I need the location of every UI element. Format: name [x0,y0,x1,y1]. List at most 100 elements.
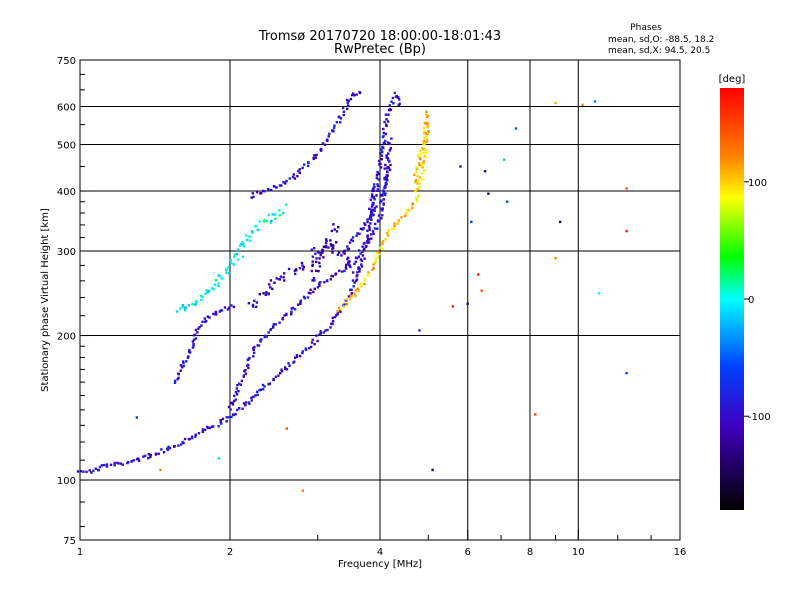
data-point [380,158,383,161]
data-point [242,243,245,246]
data-point [285,179,288,183]
data-point [419,149,422,153]
data-point [187,355,190,358]
data-point [260,338,263,341]
data-point [380,199,383,202]
outlier-point [625,229,628,233]
data-point [375,252,378,255]
data-point [368,228,371,231]
data-point [201,295,204,299]
data-point [290,313,293,316]
data-point [353,281,356,284]
data-point [336,253,339,256]
outlier-point [597,292,601,295]
data-point [426,132,429,136]
data-point [179,369,182,372]
data-point [213,313,216,316]
data-point [393,91,397,95]
data-point [351,271,355,274]
data-point [309,288,312,291]
data-point [350,288,353,291]
data-point [201,320,204,323]
data-point [232,305,236,309]
data-point [388,160,391,163]
data-point [82,470,85,473]
data-point [154,453,158,456]
data-point [344,301,347,304]
data-point [281,318,284,321]
data-point [357,255,361,258]
data-point [298,267,302,270]
data-point [336,312,339,315]
data-point [383,167,386,170]
data-point [205,289,208,292]
data-point [182,361,185,365]
data-point [262,220,266,223]
data-point [313,154,316,157]
data-point [313,343,316,346]
data-point [233,253,236,256]
data-point [316,339,319,343]
data-point [371,230,375,233]
y-tick-label: 400 [57,187,76,198]
data-point [356,274,359,277]
data-point [334,272,338,275]
data-point [206,291,209,294]
data-point [368,207,371,210]
colorbar-label: [deg] [719,74,746,85]
data-point [255,190,259,194]
data-point [255,305,258,308]
data-point [388,104,391,107]
data-point [166,448,170,451]
data-point [369,215,372,219]
data-point [386,234,390,237]
data-point [184,306,187,309]
data-point [405,211,408,215]
data-point [293,308,297,311]
data-point [363,241,366,245]
data-point [427,114,430,118]
data-point [310,341,314,344]
data-point [331,244,335,247]
data-point [234,412,237,416]
data-point [351,93,354,97]
data-point [375,176,378,180]
data-point [247,363,250,367]
data-point [425,121,428,125]
data-point [311,260,314,263]
data-point [385,154,388,157]
data-point [318,333,321,336]
data-point [424,136,427,140]
data-point [357,266,360,269]
data-point [252,305,255,308]
data-point [319,281,322,284]
data-point [422,142,425,145]
data-point [197,327,200,330]
data-point [377,172,380,175]
data-point [422,151,425,155]
data-point [162,451,166,454]
data-point [223,306,227,309]
data-point [382,189,385,192]
data-point [253,299,256,302]
data-point [278,213,281,217]
outlier-point [480,289,483,292]
outlier-point [135,416,138,419]
data-point [308,347,311,350]
data-point [427,130,430,133]
data-point [381,242,384,245]
data-point [366,235,369,239]
data-point [302,265,305,269]
data-point [383,142,387,145]
data-point [419,157,422,160]
data-point [94,467,97,470]
outlier-point [477,273,480,276]
x-tick-label: 10 [572,547,585,558]
data-point [210,287,214,290]
data-point [191,436,194,440]
data-point [380,148,383,151]
data-point [351,294,355,298]
data-point [297,303,300,306]
data-point [287,362,290,365]
data-point [358,232,361,235]
